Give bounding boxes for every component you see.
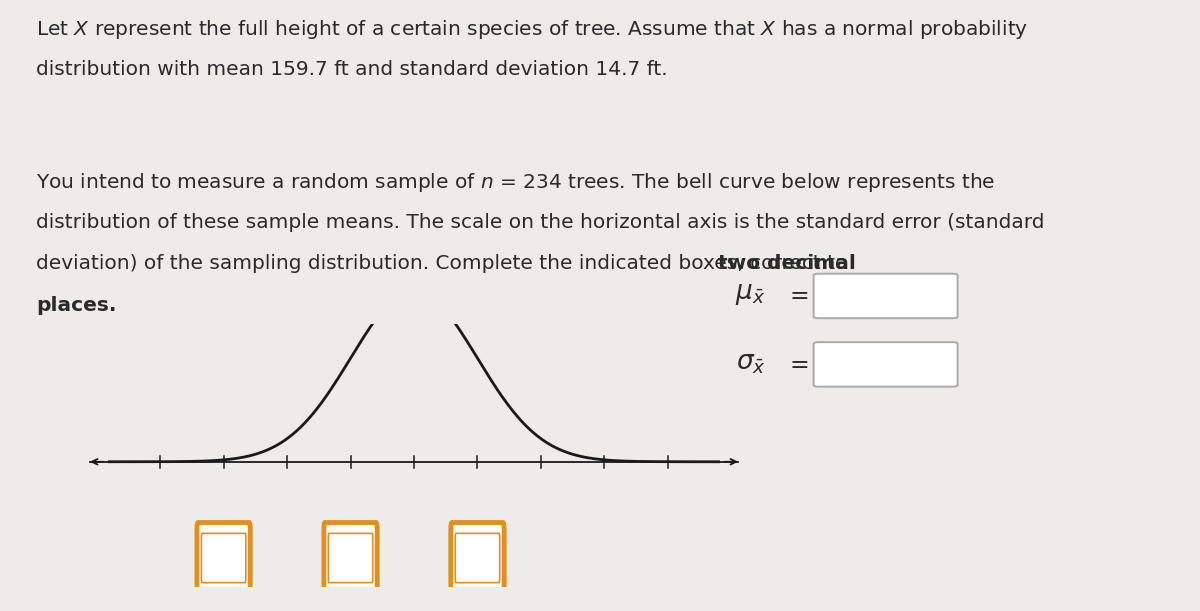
Text: distribution of these sample means. The scale on the horizontal axis is the stan: distribution of these sample means. The … xyxy=(36,213,1044,232)
Text: deviation) of the sampling distribution. Complete the indicated boxes, correct t: deviation) of the sampling distribution.… xyxy=(36,254,853,273)
Text: $=$: $=$ xyxy=(785,351,809,375)
FancyBboxPatch shape xyxy=(814,274,958,318)
Text: places.: places. xyxy=(36,296,116,315)
FancyBboxPatch shape xyxy=(814,342,958,387)
Text: $\sigma_{\bar{x}}$: $\sigma_{\bar{x}}$ xyxy=(736,349,766,376)
FancyBboxPatch shape xyxy=(455,533,499,583)
Text: two decimal: two decimal xyxy=(718,254,856,273)
FancyBboxPatch shape xyxy=(329,533,373,583)
FancyBboxPatch shape xyxy=(197,522,251,591)
Text: Let $\mathit{X}$ represent the full height of a certain species of tree. Assume : Let $\mathit{X}$ represent the full heig… xyxy=(36,18,1028,42)
Text: distribution with mean 159.7 ft and standard deviation 14.7 ft.: distribution with mean 159.7 ft and stan… xyxy=(36,60,667,79)
Text: You intend to measure a random sample of $\mathit{n}$ = 234 trees. The bell curv: You intend to measure a random sample of… xyxy=(36,171,995,194)
Text: $\mu_{\bar{x}}$: $\mu_{\bar{x}}$ xyxy=(736,281,766,307)
Text: $=$: $=$ xyxy=(785,282,809,306)
FancyBboxPatch shape xyxy=(324,522,377,591)
FancyBboxPatch shape xyxy=(202,533,246,583)
FancyBboxPatch shape xyxy=(451,522,504,591)
